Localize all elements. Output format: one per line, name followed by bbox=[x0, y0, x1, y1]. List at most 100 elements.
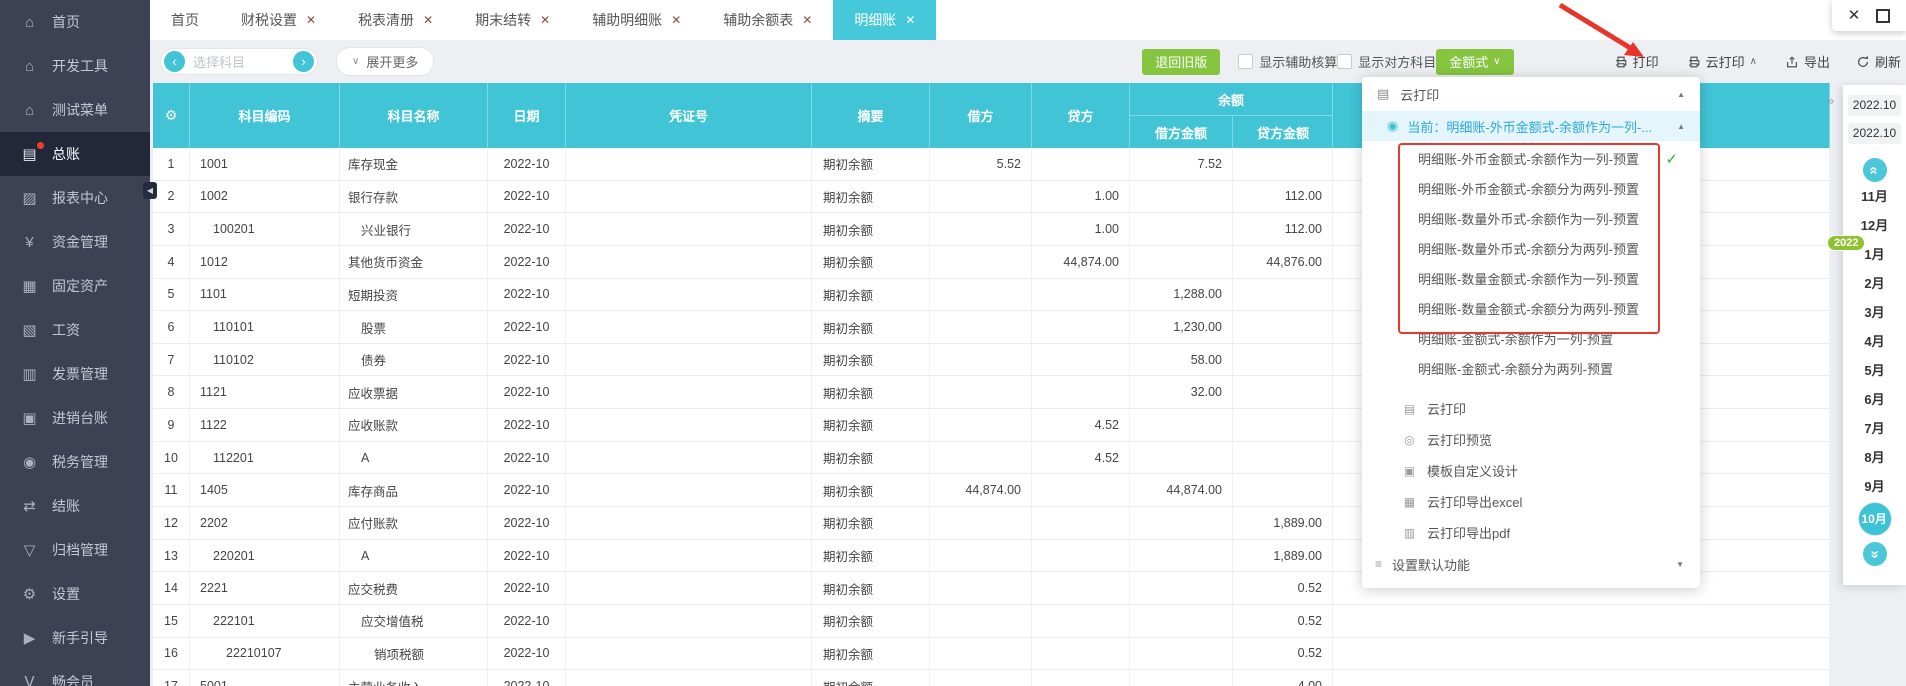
table-row[interactable]: 15 222101 应交增值税 2022-10 期初余额 0.52 bbox=[153, 604, 1830, 638]
menu-template-item[interactable]: 明细账-金额式-余额作为一列-预置 bbox=[1418, 332, 1613, 347]
header-name[interactable]: 科目名称 bbox=[340, 83, 488, 148]
sidebar-item-general-ledger[interactable]: ▤ 总账 bbox=[0, 132, 150, 176]
sidebar-item-purchase-sales[interactable]: ▣ 进销台账 bbox=[0, 396, 150, 440]
month-item-2月[interactable]: 2月 bbox=[1864, 276, 1885, 291]
menu-template-item[interactable]: 明细账-外币金额式-余额分为两列-预置 bbox=[1418, 182, 1639, 197]
sidebar-item-settings[interactable]: ⚙ 设置 bbox=[0, 572, 150, 616]
prev-subject-icon[interactable]: ‹ bbox=[164, 51, 185, 72]
menu-template-item[interactable]: 明细账-数量外币式-余额作为一列-预置 bbox=[1418, 212, 1639, 227]
month-item-9月[interactable]: 9月 bbox=[1864, 479, 1885, 494]
table-row[interactable]: 14 2221 应交税费 2022-10 期初余额 0.52 bbox=[153, 572, 1830, 605]
sidebar-item-report-center[interactable]: ▨ 报表中心 bbox=[0, 176, 150, 220]
export-button[interactable]: 导出 bbox=[1785, 52, 1830, 71]
cell-name: A bbox=[340, 441, 488, 474]
sidebar-item-home[interactable]: ⌂ 首页 bbox=[0, 0, 150, 44]
menu-template-item[interactable]: 明细账-数量外币式-余额分为两列-预置 bbox=[1418, 242, 1639, 257]
scroll-months-up-icon[interactable]: « bbox=[1862, 158, 1887, 182]
header-voucher[interactable]: 凭证号 bbox=[566, 83, 812, 148]
sidebar-item-archive[interactable]: ▽ 归档管理 bbox=[0, 528, 150, 572]
expand-more-button[interactable]: ∨ 展开更多 bbox=[336, 47, 435, 76]
sidebar-item-label: 总账 bbox=[52, 146, 80, 162]
close-tab-icon[interactable]: ✕ bbox=[671, 13, 682, 27]
header-summary[interactable]: 摘要 bbox=[812, 83, 930, 148]
tab-税表清册[interactable]: 税表清册 ✕ bbox=[337, 0, 454, 40]
sidebar-item-membership[interactable]: Ⅴ 畅会员 bbox=[0, 660, 150, 686]
header-code[interactable]: 科目编码 bbox=[190, 83, 340, 148]
month-item-10月[interactable]: 10月 bbox=[1857, 502, 1892, 536]
close-tab-icon[interactable]: ✕ bbox=[905, 13, 916, 27]
sidebar-item-fixed-assets[interactable]: ▦ 固定资产 bbox=[0, 264, 150, 308]
sidebar-item-dev-tools[interactable]: ⌂ 开发工具 bbox=[0, 44, 150, 88]
collapse-up-icon[interactable]: ▲ bbox=[1677, 121, 1685, 131]
gear-icon[interactable]: ⚙ bbox=[164, 107, 178, 123]
menu-template-item[interactable]: 明细账-金额式-余额分为两列-预置 bbox=[1418, 362, 1613, 377]
month-item-8月[interactable]: 8月 bbox=[1864, 450, 1885, 465]
show-aux-accounting-checkbox[interactable]: 显示辅助核算 bbox=[1238, 52, 1337, 71]
header-trailing[interactable] bbox=[1333, 83, 1830, 148]
close-tab-icon[interactable]: ✕ bbox=[540, 13, 551, 27]
collapse-up-icon[interactable]: ▲ bbox=[1677, 89, 1685, 99]
month-item-5月[interactable]: 5月 bbox=[1864, 363, 1885, 378]
column-settings-header[interactable]: ⚙ bbox=[153, 83, 190, 148]
cloud-print-menu-header[interactable]: ▤ 云打印 ▲ bbox=[1362, 77, 1700, 111]
menu-action-print-preview[interactable]: ◎ 云打印预览 bbox=[1362, 424, 1700, 455]
checkbox-icon[interactable] bbox=[1337, 54, 1353, 69]
month-item-12月[interactable]: 12月 bbox=[1860, 218, 1889, 233]
tab-期末结转[interactable]: 期末结转 ✕ bbox=[454, 0, 571, 40]
close-tab-icon[interactable]: ✕ bbox=[306, 13, 317, 27]
tab-辅助余额表[interactable]: 辅助余额表 ✕ bbox=[702, 0, 833, 40]
amount-style-button[interactable]: 金额式 ∨ bbox=[1436, 48, 1514, 75]
sidebar-item-guide[interactable]: ▶ 新手引导 bbox=[0, 616, 150, 660]
menu-action-export-excel[interactable]: ▦ 云打印导出excel bbox=[1362, 486, 1700, 517]
show-opposite-subject-checkbox[interactable]: 显示对方科目 bbox=[1337, 52, 1436, 71]
tab-财税设置[interactable]: 财税设置 ✕ bbox=[220, 0, 337, 40]
menu-template-item[interactable]: 明细账-数量金额式-余额分为两列-预置 bbox=[1418, 302, 1639, 317]
menu-template-item[interactable]: 明细账-外币金额式-余额作为一列-预置 ✓ bbox=[1362, 145, 1700, 175]
tab-明细账[interactable]: 明细账 ✕ bbox=[833, 0, 937, 40]
header-balance-debit[interactable]: 借方金额 bbox=[1130, 116, 1233, 148]
chevron-down-icon[interactable]: ▼ bbox=[1676, 559, 1684, 569]
sidebar-item-tax[interactable]: ◉ 税务管理 bbox=[0, 440, 150, 484]
menu-action-export-pdf[interactable]: ▥ 云打印导出pdf bbox=[1362, 517, 1700, 548]
current-template-row[interactable]: ◉ 当前：明细账-外币金额式-余额作为一列-... ▲ bbox=[1362, 111, 1700, 141]
month-item-6月[interactable]: 6月 bbox=[1864, 392, 1885, 407]
menu-action-cloud-print[interactable]: ▤ 云打印 bbox=[1362, 393, 1700, 424]
close-tab-icon[interactable]: ✕ bbox=[423, 13, 434, 27]
fullscreen-icon[interactable] bbox=[1876, 8, 1891, 23]
header-balance-credit[interactable]: 贷方金额 bbox=[1256, 125, 1309, 141]
period-panel-collapse-icon[interactable]: » bbox=[1827, 93, 1835, 108]
header-credit[interactable]: 贷方 bbox=[1032, 83, 1130, 148]
sidebar-item-closing[interactable]: ⇄ 结账 bbox=[0, 484, 150, 528]
month-item-7月[interactable]: 7月 bbox=[1864, 421, 1885, 436]
scroll-months-down-icon[interactable]: « bbox=[1862, 542, 1887, 566]
checkbox-icon[interactable] bbox=[1238, 54, 1254, 69]
period-start-box[interactable]: 2022.10 bbox=[1848, 95, 1901, 116]
table-row[interactable]: 16 22210107 销项税额 2022-10 期初余额 0.52 bbox=[153, 637, 1830, 671]
print-button[interactable]: 打印 bbox=[1614, 52, 1659, 71]
month-item-1月[interactable]: 1月 bbox=[1864, 247, 1885, 262]
refresh-button[interactable]: 刷新 bbox=[1856, 52, 1901, 71]
month-item-11月[interactable]: 11月 bbox=[1861, 189, 1888, 204]
close-tab-icon[interactable]: ✕ bbox=[802, 13, 813, 27]
tab-辅助明细账[interactable]: 辅助明细账 ✕ bbox=[571, 0, 702, 40]
menu-template-item[interactable]: 明细账-数量金额式-余额作为一列-预置 bbox=[1418, 272, 1639, 287]
table-row[interactable]: 175001主营业务收入2022-10 期初余额 4.00 bbox=[153, 670, 1830, 686]
sidebar-item-payroll[interactable]: ▧ 工资 bbox=[0, 308, 150, 352]
period-end-box[interactable]: 2022.10 bbox=[1848, 123, 1901, 144]
back-old-version-button[interactable]: 退回旧版 bbox=[1142, 48, 1221, 75]
next-subject-icon[interactable]: › bbox=[293, 51, 314, 72]
subject-select[interactable]: ‹ 选择科目 › bbox=[160, 48, 318, 75]
sidebar-item-test-menu[interactable]: ⌂ 测试菜单 bbox=[0, 88, 150, 132]
month-item-3月[interactable]: 3月 bbox=[1864, 305, 1885, 320]
header-date[interactable]: 日期 bbox=[488, 83, 566, 148]
close-icon[interactable]: ✕ bbox=[1847, 7, 1861, 24]
sidebar-item-funds[interactable]: ¥ 资金管理 bbox=[0, 220, 150, 264]
set-default-function[interactable]: ≡ 设置默认功能 ▼ bbox=[1362, 548, 1700, 580]
month-item-4月[interactable]: 4月 bbox=[1864, 334, 1885, 349]
header-debit[interactable]: 借方 bbox=[930, 83, 1032, 148]
sidebar-collapse-handle[interactable]: ◀ bbox=[143, 182, 157, 199]
cloud-print-button[interactable]: 云打印 ∧ bbox=[1687, 52, 1757, 71]
sidebar-item-invoice[interactable]: ▥ 发票管理 bbox=[0, 352, 150, 396]
tab-首页[interactable]: 首页 bbox=[150, 0, 220, 40]
menu-action-template-design[interactable]: ▣ 模板自定义设计 bbox=[1362, 455, 1700, 486]
